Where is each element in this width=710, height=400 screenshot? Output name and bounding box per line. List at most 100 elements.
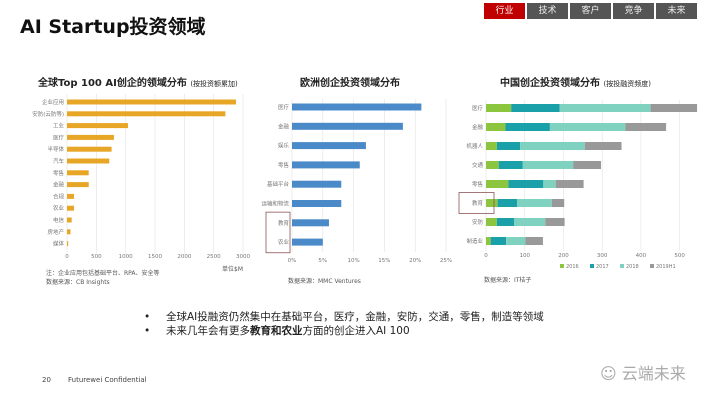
chart3-bar-2018 [559,104,651,112]
chart1-category-label: 金融 [53,181,65,189]
chart3-bar-2018 [520,142,585,150]
chart1-category-label: 医疗 [53,133,65,141]
chart1-unit: 单位$M [222,266,243,273]
chart3-bar-2019H1 [525,237,543,245]
chart3-bar-2019H1 [555,180,584,188]
nav-tab-competition[interactable]: 竞争 [613,3,654,19]
chart3-title-text: 中国创企投资领域分布 [500,78,600,89]
chart3-category-label: 医疗 [472,104,484,112]
legend-label: 2018 [626,264,639,270]
chart3-category-label: 教育 [472,199,484,207]
chart3-xtick: 500 [674,253,685,259]
chart3-bar-2019H1 [545,218,565,226]
chart1-xtick: 2000 [177,254,191,260]
legend-swatch [590,264,594,268]
chart3-title: 中国创企投资领域分布 (按投融资频度) [500,74,651,89]
chart2-xtick: 5% [318,258,327,264]
chart2-bar [292,219,329,227]
chart2-category-label: 娱乐 [278,142,290,150]
legend-label: 2016 [566,264,579,270]
chart2-title: 欧洲创企投资领域分布 [300,78,400,89]
legend-swatch [620,264,624,268]
chart1-title: 全球Top 100 AI创企的领域分布 (按投资额累加) [38,74,238,89]
chart1-category-label: 工业 [53,122,65,130]
chart2-bar [292,238,323,246]
chart3-xtick: 200 [558,253,569,259]
chart1-category-label: 安防(云防等) [32,110,64,118]
chart3-xtick: 0 [484,253,488,259]
chart2-xtick: 20% [409,258,421,264]
chart1-category-label: 企业应用 [42,98,64,106]
chart3-bar-2017 [511,104,560,112]
chart3-bar-2016 [486,123,506,131]
chart3-bar-2018 [506,237,526,245]
chart2-category-label: 教育 [278,219,290,227]
chart2-source: 数据来源：MMC Ventures [288,278,361,285]
chart2-bar [292,161,360,169]
chart2-bar [292,200,342,207]
chart3-bar-2019H1 [573,161,602,169]
chart3-bar-2017 [508,180,544,188]
chart1-bar [67,146,112,152]
chart1-bar [67,111,226,117]
chart3-category-label: 零售 [472,180,483,188]
legend-label: 2017 [596,264,609,270]
bullet-2-pre: 未来几年会有更多 [166,325,250,337]
chart1-xtick: 1500 [148,254,162,260]
chart3-bar-2017 [496,142,521,150]
chart3-category-label: 交通 [472,161,484,169]
chart1-bar [67,99,236,105]
nav-tab-industry[interactable]: 行业 [484,3,525,19]
chart3-bar-2019H1 [625,123,667,131]
chart1-category-label: 合规 [53,192,65,200]
bullet-1: 全球AI投融资仍然集中在基础平台，医疗，金融，安防，交通，零售，制造等领域 [148,310,544,324]
chart1-subtitle: (按投资额累加) [190,80,238,88]
chart3-xtick: 400 [636,253,647,259]
chart3-source: 数据来源：IT桔子 [484,277,532,284]
chart3-subtitle: (按投融资频度) [603,80,651,88]
chart3-bar-2018 [543,180,556,188]
legend-swatch [650,264,654,268]
nav-tab-future[interactable]: 未来 [656,3,697,19]
chart3-bar-2016 [486,104,512,112]
chart2-category-label: 医疗 [278,103,290,111]
chart2-bar [292,142,366,150]
nav-tab-customers[interactable]: 客户 [570,3,611,19]
chart3-bar-2019H1 [584,142,622,150]
chart3-bar-2018 [516,199,552,207]
chart3-bar-2016 [486,142,497,150]
page-number: 20 [42,376,51,384]
chart1-bar [67,241,69,247]
chart2-xtick: 10% [347,258,359,264]
chart3-category-label: 安防 [472,218,484,226]
chart3-bar-2017 [496,218,515,226]
chart3-xtick: 300 [597,253,608,259]
chart1-bar [67,170,89,176]
chart2-highlight-box [265,211,291,254]
chart3-xtick: 100 [519,253,530,259]
chart1-bar [67,158,110,164]
chart2-xtick: 0% [288,258,297,264]
chart2-bar [292,180,342,188]
chart1-category-label: 零售 [53,169,64,177]
chart1-bar [67,205,75,211]
chart1-xtick: 1000 [119,254,133,260]
chart3-bar-2016 [486,180,509,188]
chart3-bar-2017 [490,237,507,245]
chart1-category-label: 汽车 [53,157,65,165]
chart1-category-label: 半导体 [47,145,64,153]
chart2-bar [292,103,422,111]
chart3-bar-2018 [522,161,574,169]
chart3-bar-2017 [497,199,517,207]
chart2-category-label: 农业 [278,238,290,246]
chart2-xtick: 25% [440,258,452,264]
chart1-bar [67,229,71,235]
chart3-bar-2018 [549,123,626,131]
chart1-bar [67,123,129,129]
nav-tab-technology[interactable]: 技术 [527,3,568,19]
chart1-bar [67,193,75,199]
chart2-category-label: 运输和物流 [261,200,289,208]
chart1-bar [67,182,89,188]
chart1-source: 数据来源：CB Insights [46,279,110,286]
